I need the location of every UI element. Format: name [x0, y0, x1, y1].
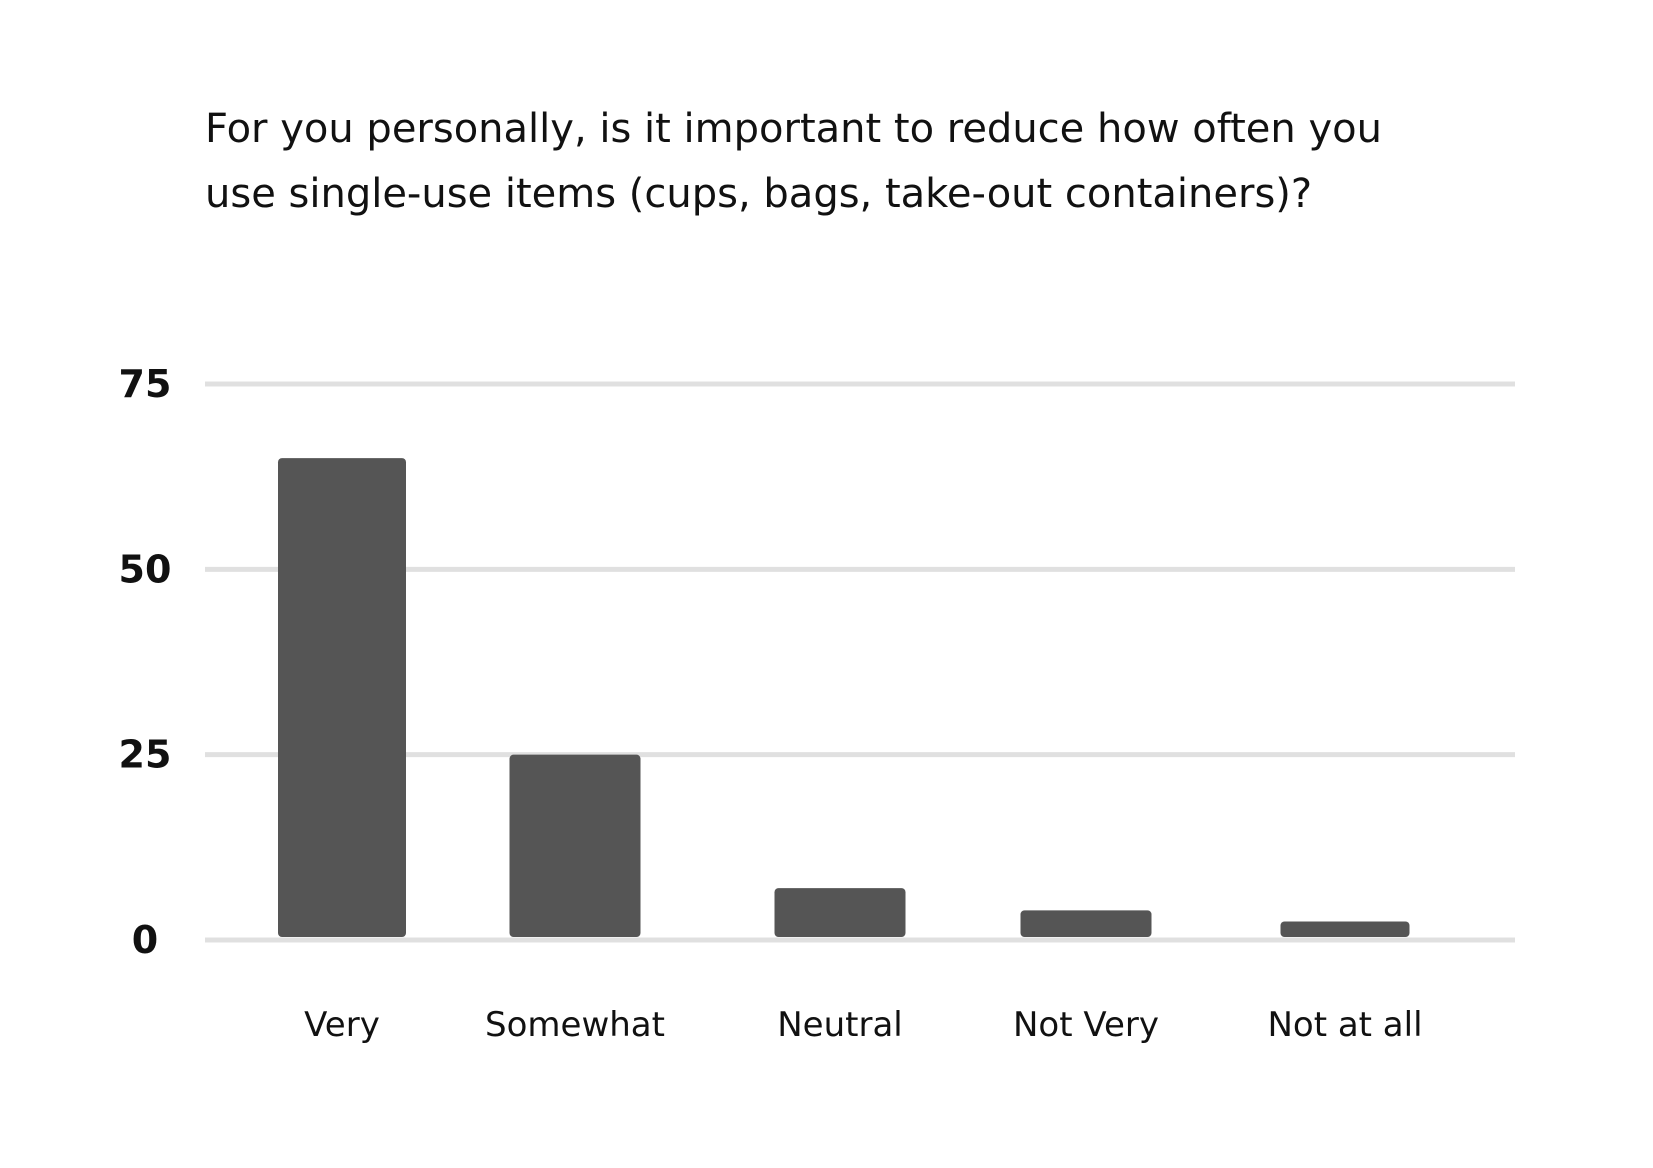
bars	[278, 458, 1410, 937]
y-tick-label-25: 25	[119, 733, 172, 777]
x-tick-label-very: Very	[304, 1005, 380, 1045]
chart-title-line-2: use single-use items (cups, bags, take-o…	[205, 171, 1312, 217]
gridlines	[205, 381, 1515, 943]
bar-neutral	[774, 888, 906, 937]
bar-not-at-all	[1280, 921, 1410, 937]
y-tick-label-50: 50	[119, 547, 172, 591]
x-tick-label-somewhat: Somewhat	[485, 1005, 665, 1045]
x-tick-label-not-at-all: Not at all	[1267, 1005, 1422, 1045]
bar-not-very	[1020, 910, 1152, 937]
chart-title: For you personally, is it important to r…	[205, 106, 1382, 217]
y-tick-label-75: 75	[119, 362, 172, 406]
bar-very	[278, 458, 406, 937]
chart-title-line-1: For you personally, is it important to r…	[205, 106, 1382, 152]
x-axis-tick-labels: Very Somewhat Neutral Not Very Not at all	[304, 1005, 1422, 1045]
x-tick-label-not-very: Not Very	[1013, 1005, 1159, 1045]
y-axis-tick-labels: 0 25 50 75	[119, 362, 172, 962]
x-tick-label-neutral: Neutral	[777, 1005, 903, 1045]
y-tick-label-0: 0	[132, 918, 158, 962]
bar-somewhat	[509, 754, 641, 937]
